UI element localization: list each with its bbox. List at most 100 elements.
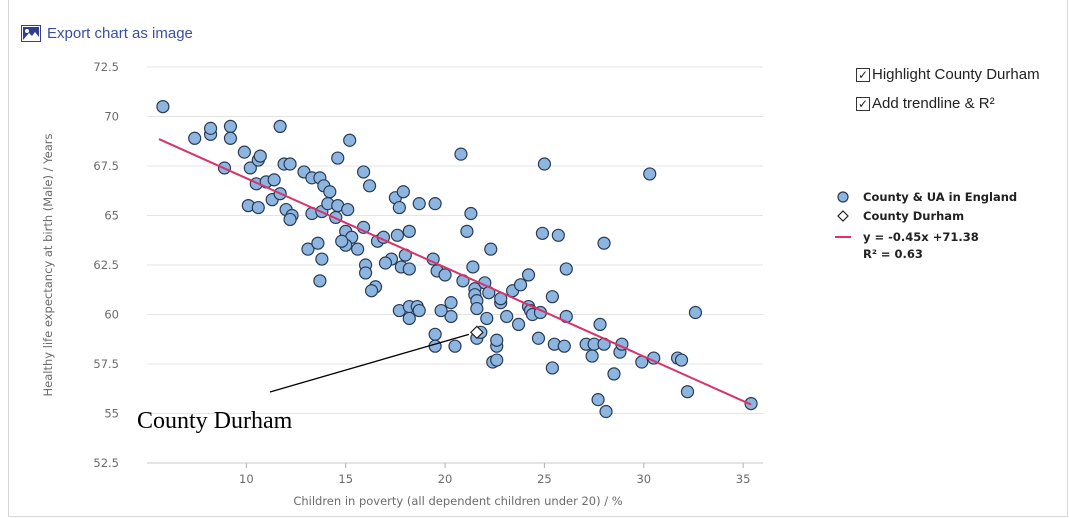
x-tick-label: 25 bbox=[537, 472, 552, 486]
checkmark-icon: ✓ bbox=[857, 67, 869, 82]
data-point bbox=[460, 224, 474, 238]
data-point bbox=[521, 268, 536, 282]
data-point bbox=[490, 353, 504, 367]
data-point bbox=[535, 226, 550, 240]
data-point bbox=[537, 157, 552, 171]
data-point bbox=[223, 131, 238, 145]
data-point bbox=[243, 161, 257, 175]
data-points bbox=[156, 99, 758, 419]
data-point bbox=[273, 119, 287, 134]
data-point bbox=[203, 121, 218, 135]
x-tick-label: 30 bbox=[636, 472, 651, 486]
data-point bbox=[267, 173, 281, 187]
data-point bbox=[484, 242, 498, 256]
county-durham-marker bbox=[470, 325, 484, 340]
x-axis-label: Children in poverty (all dependent child… bbox=[293, 494, 622, 508]
data-point bbox=[341, 202, 355, 217]
data-point bbox=[444, 296, 458, 310]
legend: County & UA in England County Durham y =… bbox=[835, 190, 1017, 261]
highlight-checkbox[interactable]: ✓ bbox=[856, 67, 870, 82]
trendline bbox=[158, 138, 752, 406]
y-tick-label: 52.5 bbox=[93, 456, 119, 470]
data-point bbox=[356, 165, 371, 179]
data-point bbox=[343, 133, 357, 147]
x-tick-label: 15 bbox=[338, 472, 353, 486]
x-tick-label: 20 bbox=[438, 472, 453, 486]
data-point bbox=[301, 242, 315, 256]
data-point bbox=[513, 278, 528, 292]
highlight-county-option[interactable]: ✓ Highlight County Durham bbox=[856, 66, 1040, 83]
export-chart-label: Export chart as image bbox=[47, 25, 193, 42]
data-point bbox=[428, 197, 442, 211]
y-tick-label: 70 bbox=[104, 110, 119, 124]
data-point bbox=[378, 256, 393, 270]
data-point bbox=[323, 185, 337, 199]
data-point bbox=[428, 339, 442, 353]
data-point bbox=[557, 339, 571, 353]
data-point bbox=[674, 353, 689, 367]
legend-highlight-label: County Durham bbox=[863, 209, 964, 223]
legend-trend-equation: y = -0.45x +71.38 bbox=[863, 230, 979, 244]
data-point bbox=[585, 349, 599, 363]
trendline-option[interactable]: ✓ Add trendline & R² bbox=[856, 95, 995, 112]
annotation-pointer bbox=[269, 333, 470, 393]
data-point bbox=[466, 260, 480, 274]
y-axis-label: Healthy life expectancy at birth (Male) … bbox=[41, 133, 55, 396]
data-point bbox=[428, 327, 442, 341]
data-point bbox=[464, 206, 478, 221]
image-icon bbox=[21, 25, 41, 42]
data-point bbox=[156, 99, 170, 114]
data-point bbox=[331, 151, 345, 165]
checkmark-icon: ✓ bbox=[857, 96, 869, 111]
data-point bbox=[364, 284, 379, 298]
data-point bbox=[490, 333, 504, 347]
data-point bbox=[434, 303, 448, 318]
data-point bbox=[607, 367, 621, 381]
data-point bbox=[688, 305, 703, 320]
export-chart-link[interactable]: Export chart as image bbox=[21, 25, 193, 42]
x-axis-ticks: 10 15 20 25 30 35 bbox=[239, 463, 750, 486]
data-point bbox=[531, 331, 546, 345]
y-tick-label: 57.5 bbox=[93, 357, 119, 371]
data-point bbox=[283, 212, 297, 227]
legend-counties-label: County & UA in England bbox=[863, 190, 1017, 204]
data-point bbox=[559, 262, 573, 276]
y-tick-label: 65 bbox=[104, 209, 119, 223]
legend-diamond-icon bbox=[837, 210, 849, 222]
data-point bbox=[335, 234, 349, 248]
highlight-label: Highlight County Durham bbox=[872, 66, 1040, 83]
annotation-label: County Durham bbox=[137, 408, 293, 434]
data-point bbox=[448, 339, 462, 353]
data-point bbox=[402, 262, 416, 276]
data-point bbox=[500, 309, 514, 324]
data-point bbox=[237, 145, 251, 159]
data-point bbox=[599, 404, 613, 419]
data-point bbox=[551, 228, 565, 242]
chart-panel bbox=[8, 0, 1068, 517]
data-point bbox=[188, 131, 202, 145]
data-point bbox=[545, 290, 559, 304]
data-point bbox=[597, 236, 611, 250]
data-point bbox=[351, 242, 365, 256]
data-point bbox=[362, 179, 377, 193]
legend-circle-icon bbox=[837, 191, 849, 203]
data-point bbox=[412, 197, 426, 211]
legend-trend-r2: R² = 0.63 bbox=[863, 247, 923, 261]
data-point bbox=[454, 147, 468, 161]
data-point bbox=[643, 167, 657, 181]
data-point bbox=[593, 317, 607, 331]
data-point bbox=[480, 311, 494, 326]
data-point bbox=[313, 274, 327, 288]
data-point bbox=[253, 149, 267, 163]
x-tick-label: 35 bbox=[736, 472, 751, 486]
data-point bbox=[251, 200, 265, 215]
data-point bbox=[392, 200, 406, 215]
trendline-label: Add trendline & R² bbox=[872, 95, 995, 112]
trendline-checkbox[interactable]: ✓ bbox=[856, 96, 870, 111]
data-point bbox=[470, 301, 484, 316]
y-tick-label: 55 bbox=[104, 407, 119, 421]
data-point bbox=[438, 268, 452, 282]
y-axis-ticks: 52.5 55 57.5 60 62.5 65 67.5 70 72.5 bbox=[93, 60, 119, 470]
data-point bbox=[396, 185, 410, 199]
